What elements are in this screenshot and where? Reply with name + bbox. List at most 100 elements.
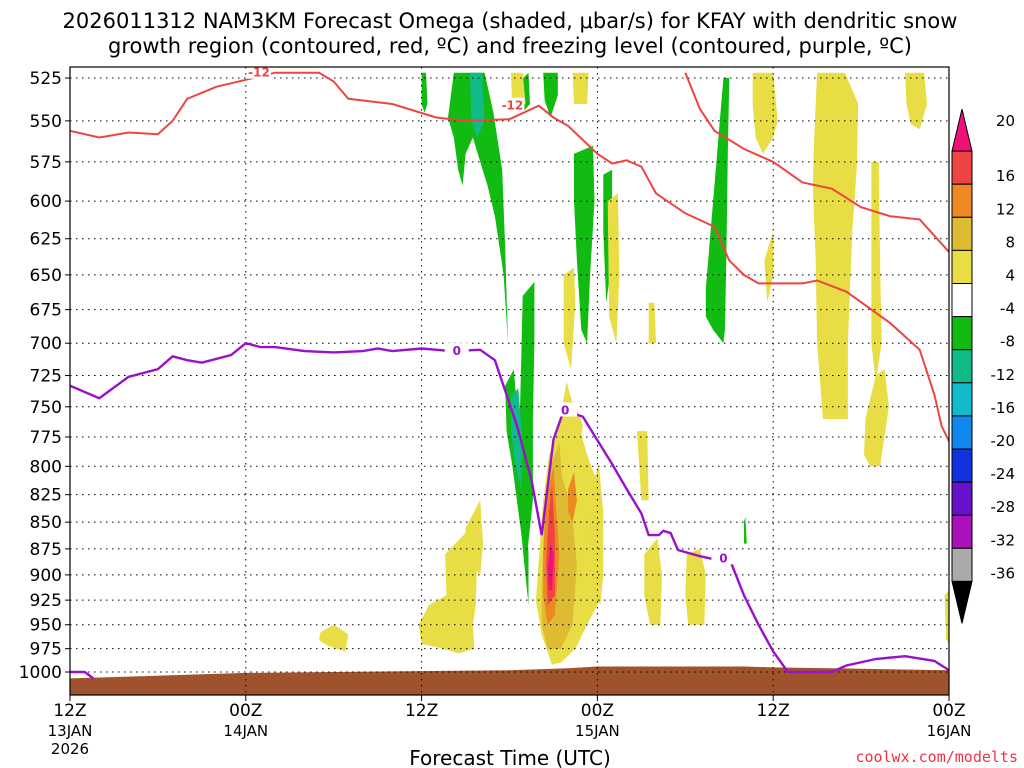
freezing-label-2-bg [553,402,578,417]
colorbar: 20 16 12 8 4 -4 -8 -12 -16 -20 -24 -28 -32 -36 [951,108,1016,624]
omega-region-32 [944,590,949,644]
omega-region-29 [319,624,349,652]
colorbar-label--20: -20 [991,432,1016,450]
y-tick-label-700: 700 [30,334,62,354]
colorbar-bin--24 [951,448,973,483]
credit-text: coolwx.com/modelts [855,748,1018,766]
colorbar-label--4: -4 [1000,300,1015,318]
y-tick-label-925: 925 [30,591,62,611]
plot-frame [69,66,950,696]
omega-region-24 [637,431,649,501]
colorbar-bin-bottom [951,580,973,624]
y-tick-label-550: 550 [30,112,62,132]
omega-region-26 [590,466,604,606]
omega-region-4 [543,72,558,118]
freezing-label-2: 0 [561,403,569,417]
x-tick-label-12: 00Z [229,701,262,721]
chart-title-line-2: growth region (contoured, red, ºC) and f… [108,34,912,58]
terrain-fill [70,666,949,695]
colorbar-label--32: -32 [991,531,1016,549]
terrain-area [70,666,949,695]
x-tick-date-12: 14JAN [223,722,268,740]
omega-region-0 [421,72,428,113]
dgz-label-2: -12 [502,99,524,113]
x-tick-date-60: 16JAN [927,722,972,740]
colorbar-label--28: -28 [991,498,1016,516]
colorbar-label-16: 16 [996,167,1015,185]
colorbar-bin--16 [951,382,973,417]
omega-region-20 [563,267,576,370]
omega-region-21 [607,193,620,344]
omega-region-30 [644,538,662,625]
freezing-label-3: 0 [719,551,727,565]
contour-lines [70,71,949,680]
omega-region-1 [448,72,508,344]
y-tick-label-900: 900 [30,566,62,586]
x-tick-label-36: 00Z [581,701,614,721]
y-tick-label-775: 775 [30,428,62,448]
dgz-label-1: -12 [248,66,270,80]
dgz-label-2-bg [500,97,525,112]
x-tick-date-36: 15JAN [575,722,620,740]
omega-region-31 [685,548,706,625]
omega-region-35 [568,472,577,523]
dgz-contour-lower [684,72,949,254]
y-tick-label-725: 725 [30,367,62,387]
omega-region-22 [648,302,656,344]
y-tick-label-625: 625 [30,230,62,250]
colorbar-bin--20 [951,415,973,450]
y-tick-label-975: 975 [30,640,62,660]
omega-region-17 [871,161,882,382]
colorbar-label--8: -8 [1000,333,1015,351]
colorbar-label-12: 12 [996,200,1015,218]
y-tick-label-825: 825 [30,486,62,506]
x-tick-label-0: 12Z [53,701,86,721]
omega-region-14 [752,72,778,154]
omega-region-15 [764,231,774,303]
omega-region-10 [705,78,730,344]
colorbar-bin-16 [951,150,973,185]
colorbar-bin--28 [951,481,973,516]
x-axis-title: Forecast Time (UTC) [409,746,611,768]
grid-lines [69,67,950,695]
colorbar-bin--8 [951,316,973,351]
colorbar-bin-top [951,108,973,152]
colorbar-bin--36 [951,547,973,582]
y-tick-label-525: 525 [30,69,62,89]
y-tick-label-675: 675 [30,301,62,321]
x-tick-label-60: 00Z [932,701,965,721]
freezing-level-contour-left [70,670,95,680]
colorbar-label--36: -36 [991,564,1016,582]
omega-region-11 [743,516,747,544]
colorbar-label--16: -16 [991,399,1016,417]
omega-region-37 [547,543,554,591]
y-tick-label-650: 650 [30,266,62,286]
y-tick-label-600: 600 [30,192,62,212]
y-axis: 525 550 575 600 625 650 675 700 725 750 775 800 825 8… [19,69,70,683]
omega-region-8 [574,145,595,344]
freezing-level-contour [70,341,949,674]
colorbar-bin--32 [951,514,973,549]
y-tick-label-575: 575 [30,153,62,173]
freezing-label-1: 0 [453,344,461,358]
omega-region-19 [905,72,927,130]
colorbar-label-8: 8 [1005,233,1015,251]
dgz-contour-upper [70,71,949,444]
omega-region-18 [864,369,889,467]
freezing-label-3-bg [711,550,736,565]
colorbar-label--24: -24 [991,465,1016,483]
colorbar-bin-8 [951,216,973,251]
y-tick-label-800: 800 [30,457,62,477]
contour-labels: -12 -12 0 0 0 [246,64,736,565]
omega-region-28 [418,533,478,654]
x-tick-year-0: 2026 [51,740,89,758]
x-tick-label-48: 12Z [757,701,790,721]
x-tick-label-24: 12Z [405,701,438,721]
chart-title-line-1: 2026011312 NAM3KM Forecast Omega (shaded… [63,9,958,33]
x-tick-date-0: 13JAN [48,722,93,740]
colorbar-bin-4 [951,249,973,284]
freezing-label-1-bg [444,343,469,358]
colorbar-label-4: 4 [1005,267,1015,285]
